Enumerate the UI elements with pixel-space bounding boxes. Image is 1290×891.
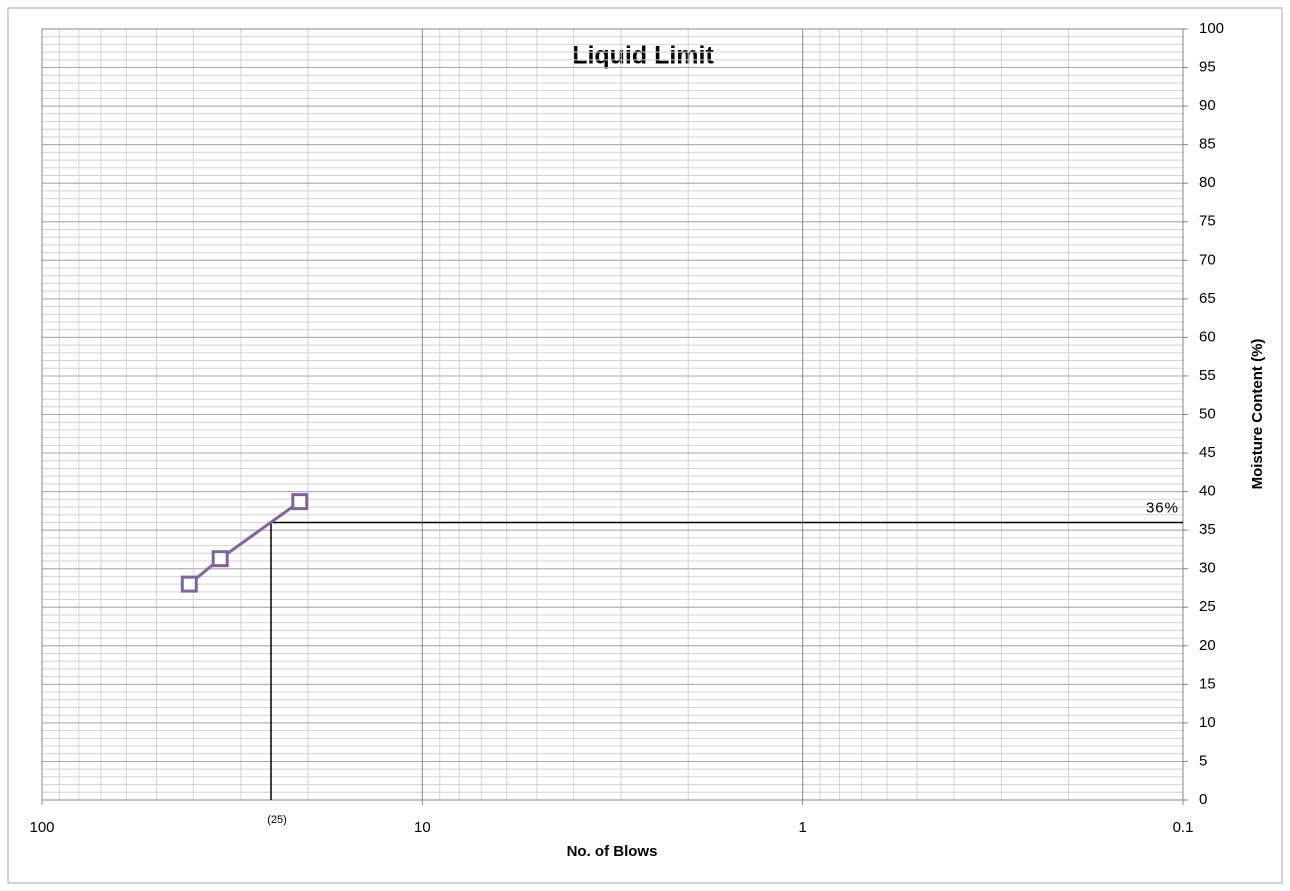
y-tick-label: 45 (1199, 444, 1216, 461)
y-tick-label: 55 (1199, 367, 1216, 384)
y-tick-label: 25 (1199, 598, 1216, 615)
y-tick-label: 85 (1199, 136, 1216, 153)
y-tick-label: 90 (1199, 97, 1216, 114)
data-point (291, 493, 309, 511)
y-axis-label: Moisture Content (%) (1249, 339, 1266, 490)
x-tick-label: 0.1 (1173, 819, 1194, 836)
y-tick-label: 100 (1199, 20, 1224, 37)
x-axis-label: No. of Blows (567, 843, 658, 860)
x-tick-label: 100 (29, 819, 54, 836)
data-point (180, 575, 198, 593)
y-tick-label: 65 (1199, 290, 1216, 307)
y-tick-label: 15 (1199, 675, 1216, 692)
y-tick-label: 75 (1199, 213, 1216, 230)
y-tick-label: 40 (1199, 483, 1216, 500)
y-tick-label: 0 (1199, 791, 1207, 808)
y-tick-label: 70 (1199, 251, 1216, 268)
x-tick-label: 10 (414, 819, 431, 836)
y-tick-label: 20 (1199, 637, 1216, 654)
plot-border (41, 28, 1184, 801)
y-tick-label: 30 (1199, 560, 1216, 577)
y-tick-label: 5 (1199, 752, 1207, 769)
y-tick-label: 35 (1199, 521, 1216, 538)
y-tick-label: 10 (1199, 714, 1216, 731)
y-tick-label: 60 (1199, 328, 1216, 345)
chart-title: Liquid Limit (572, 42, 714, 70)
y-tick-label: 80 (1199, 174, 1216, 191)
liquid-limit-x-label: (25) (267, 814, 287, 826)
data-point (211, 550, 229, 568)
x-tick-label: 1 (798, 819, 806, 836)
y-tick-label: 95 (1199, 59, 1216, 76)
y-tick-label: 50 (1199, 405, 1216, 422)
liquid-limit-y-label: 36% (1146, 499, 1179, 516)
